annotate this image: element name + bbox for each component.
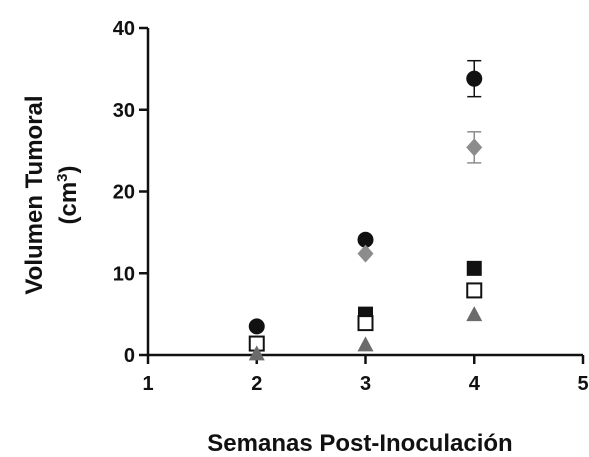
x-tick-label: 1: [142, 373, 153, 395]
y-axis-unit: (cm: [55, 182, 82, 225]
x-tick-label: 2: [251, 373, 262, 395]
data-point-diamond-filled: [466, 138, 483, 157]
data-points: [248, 70, 483, 361]
x-axis-title: Semanas Post-Inoculación: [207, 430, 512, 457]
y-axis-title-line1: Volumen Tumoral: [21, 95, 48, 294]
x-tick-label: 4: [469, 373, 481, 395]
data-point-circle-filled: [466, 70, 483, 87]
data-point-square-open: [466, 282, 483, 299]
data-point-square-open: [357, 315, 374, 332]
x-tick-label: 3: [360, 373, 371, 395]
x-tick-label: 5: [577, 373, 588, 395]
data-point-triangle-filled: [357, 336, 374, 352]
data-point-triangle-filled: [248, 345, 265, 361]
y-axis-title-line2: (cm3): [54, 165, 82, 224]
y-axis-unit-close: ): [55, 165, 82, 173]
y-tick-label: 20: [113, 182, 135, 204]
y-axis-title: Volumen Tumoral (cm3): [21, 95, 82, 294]
y-tick-label: 40: [113, 18, 135, 40]
data-point-triangle-filled: [466, 306, 483, 322]
y-tick-label: 0: [124, 345, 135, 367]
y-tick-label: 10: [113, 263, 135, 285]
axes: [146, 28, 583, 357]
data-point-circle-filled: [357, 231, 374, 248]
y-tick-label: 30: [113, 100, 135, 122]
data-point-square-filled: [466, 260, 482, 276]
data-point-diamond-filled: [357, 244, 374, 263]
data-point-circle-filled: [248, 318, 265, 335]
y-ticks: 0 10 20 30 40: [113, 18, 148, 367]
x-ticks: 1 2 3 4 5: [142, 355, 589, 395]
y-axis-unit-exponent: 3: [54, 173, 71, 181]
